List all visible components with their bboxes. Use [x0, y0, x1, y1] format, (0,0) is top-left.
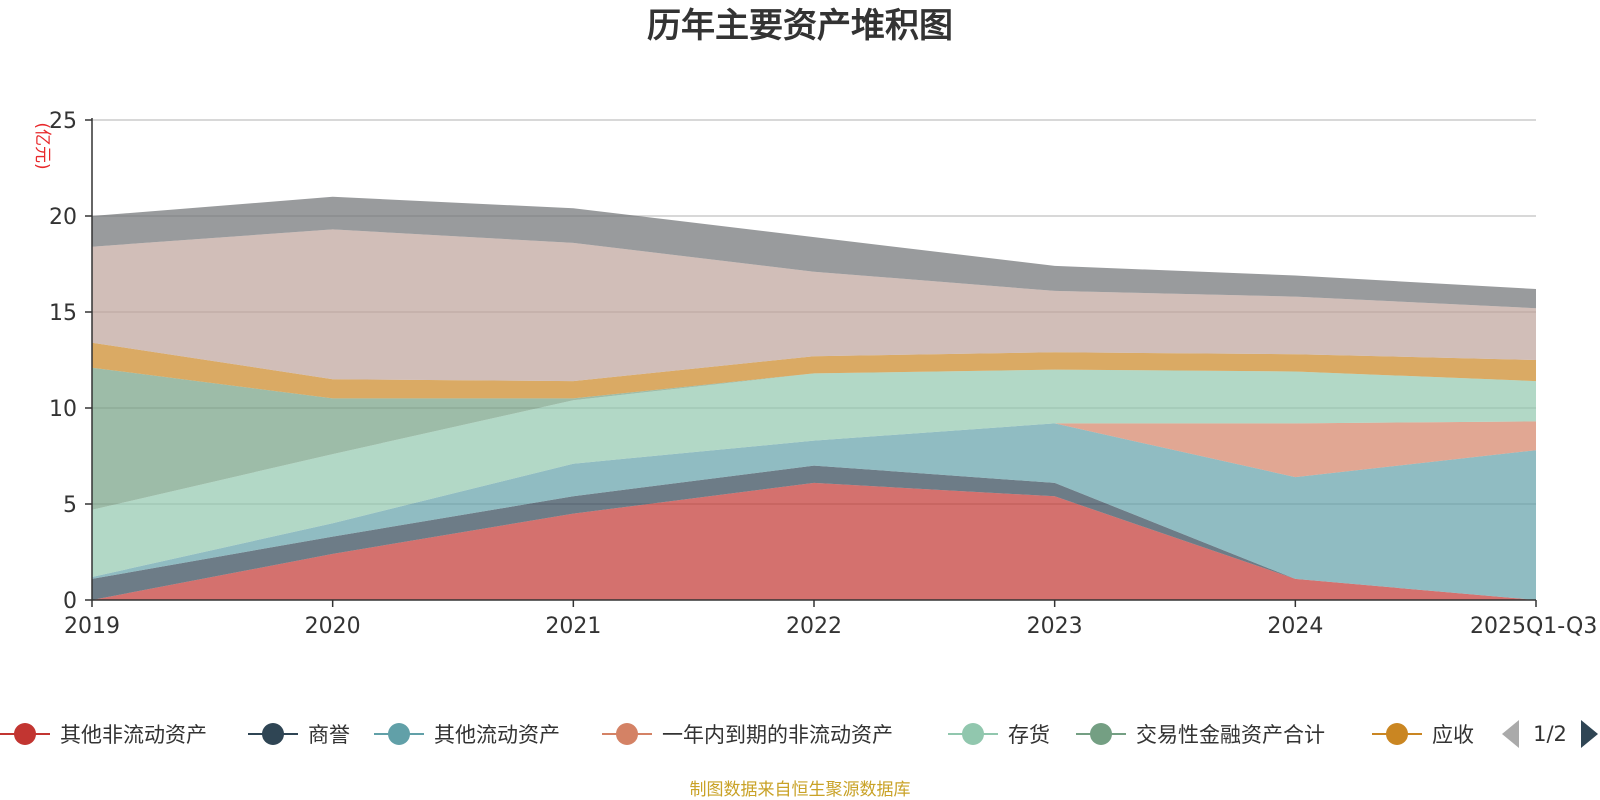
legend-item[interactable]: 其他非流动资产	[0, 723, 207, 747]
area-series-固定资产	[92, 229, 1536, 382]
legend-marker-icon	[388, 723, 410, 745]
area-series-商誉	[92, 465, 1536, 600]
x-tick-label: 2025Q1-Q3	[1470, 614, 1597, 639]
legend-item[interactable]: 其他流动资产	[374, 723, 560, 747]
y-tick-label: 20	[49, 205, 77, 230]
area-series-一年内到期的非流动资产	[92, 421, 1536, 577]
legend-page-label: 1/2	[1533, 722, 1567, 746]
legend-marker-icon	[962, 723, 984, 745]
x-ticks: 2019 2020 2021 2022 2023 2024 2025Q1-Q3	[64, 600, 1597, 639]
legend-prev-icon[interactable]	[1502, 720, 1519, 748]
x-tick-label: 2023	[1027, 614, 1083, 639]
area-series-应收	[92, 342, 1536, 399]
legend-next-icon[interactable]	[1581, 720, 1598, 748]
stacked-areas	[92, 196, 1536, 600]
legend-item[interactable]: 交易性金融资产合计	[1076, 723, 1325, 747]
y-ticks: 0 5 10 15 20 25	[49, 109, 92, 614]
legend-label: 应收	[1432, 723, 1474, 747]
legend-label: 其他非流动资产	[60, 723, 207, 747]
legend-label: 一年内到期的非流动资产	[662, 723, 893, 747]
x-tick-label: 2024	[1267, 614, 1323, 639]
x-tick-label: 2019	[64, 614, 120, 639]
chart-title: 历年主要资产堆积图	[647, 6, 953, 46]
legend-marker-icon	[616, 723, 638, 745]
area-series-存货	[92, 369, 1536, 577]
area-series-交易性金融资产合计	[92, 367, 1536, 510]
legend-marker-icon	[14, 723, 36, 745]
y-tick-label: 15	[49, 301, 77, 326]
area-series-其他	[92, 196, 1536, 309]
legend-label: 存货	[1008, 723, 1050, 747]
legend-item[interactable]: 存货	[948, 723, 1050, 747]
legend-item[interactable]: 应收	[1372, 723, 1474, 747]
area-series-其他流动资产	[92, 423, 1536, 600]
x-tick-label: 2022	[786, 614, 842, 639]
legend-marker-icon	[262, 723, 284, 745]
y-tick-label: 10	[49, 397, 77, 422]
legend-marker-icon	[1386, 723, 1408, 745]
y-unit-label: (亿元)	[32, 122, 52, 169]
source-note: 制图数据来自恒生聚源数据库	[690, 780, 911, 800]
y-tick-label: 5	[63, 493, 77, 518]
legend-item[interactable]: 一年内到期的非流动资产	[602, 723, 893, 747]
area-series-其他非流动资产	[92, 482, 1536, 600]
x-tick-label: 2021	[545, 614, 601, 639]
x-tick-label: 2020	[305, 614, 361, 639]
legend-item[interactable]: 商誉	[248, 723, 350, 747]
y-tick-label: 0	[63, 589, 77, 614]
y-tick-label: 25	[49, 109, 77, 134]
legend-label: 交易性金融资产合计	[1136, 723, 1325, 747]
legend-label: 其他流动资产	[434, 723, 560, 747]
legend-label: 商誉	[308, 723, 350, 747]
legend-marker-icon	[1090, 723, 1112, 745]
legend[interactable]: 其他非流动资产 商誉 其他流动资产 一年内到期的非流动资产 存货 交易性金融资产合计 应收	[0, 723, 1474, 747]
legend-pager: 1/2	[1502, 720, 1598, 748]
